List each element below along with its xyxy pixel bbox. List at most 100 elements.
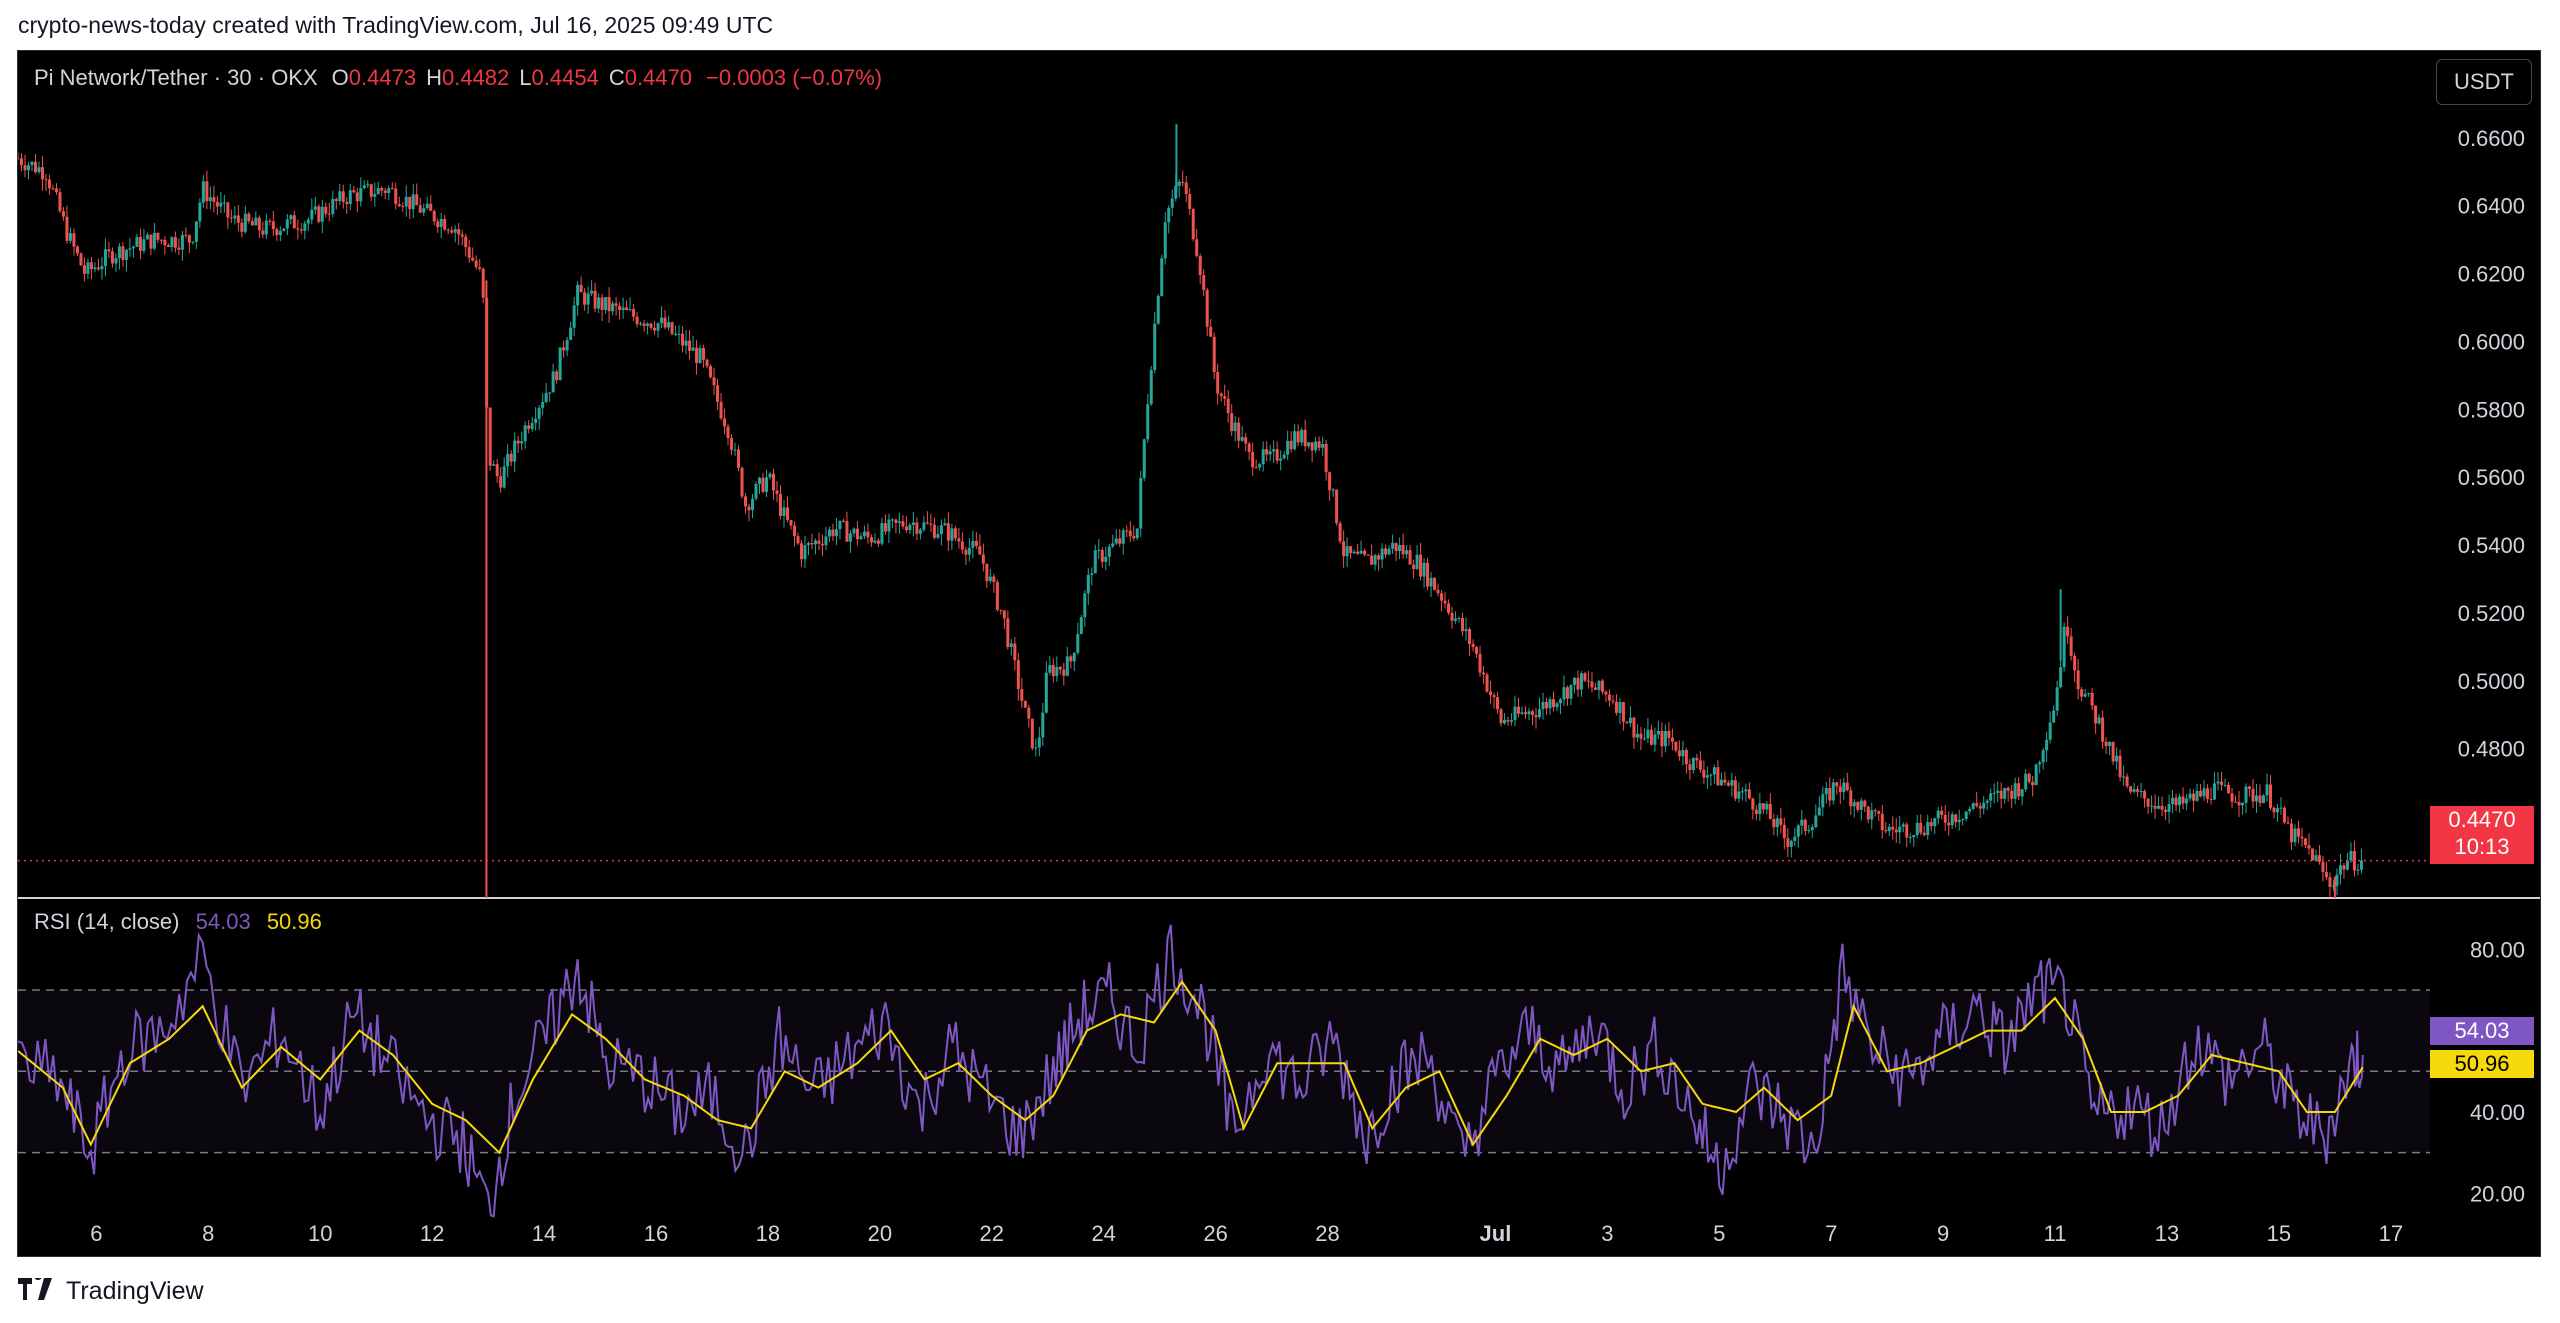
candle-body: [1695, 757, 1699, 761]
candle-body: [985, 563, 989, 582]
candle-body: [845, 520, 849, 542]
candle-body: [467, 247, 471, 258]
rsi-title[interactable]: RSI (14, close): [34, 909, 180, 934]
candle-body: [646, 323, 650, 326]
candle-body: [1737, 791, 1741, 799]
candle-body: [1328, 472, 1332, 491]
candle-body: [1943, 814, 1947, 823]
candle-body: [1954, 814, 1958, 823]
candle-body: [2048, 722, 2052, 740]
currency-unit-button[interactable]: USDT: [2436, 59, 2532, 105]
candle-body: [2265, 784, 2269, 796]
candle-body: [2192, 793, 2196, 801]
candle-body: [667, 322, 671, 328]
candle-body: [2237, 801, 2241, 806]
candle-body: [1027, 707, 1031, 719]
candle-body: [320, 206, 324, 222]
candle-body: [1828, 788, 1832, 801]
candle-body: [761, 477, 765, 492]
candle-body: [1520, 712, 1524, 714]
rsi-ma-value-tag: 50.96: [2430, 1050, 2534, 1078]
candle-body: [2003, 787, 2007, 799]
candle-body: [1705, 775, 1709, 778]
candle-body: [803, 545, 807, 560]
candle-body: [691, 347, 695, 351]
candle-body: [635, 316, 639, 325]
candle-body: [2153, 805, 2157, 809]
candle-body: [1471, 643, 1475, 648]
candle-body: [698, 347, 702, 364]
candle-body: [855, 528, 859, 540]
candle-body: [1576, 677, 1580, 690]
candle-body: [2174, 797, 2178, 806]
candle-body: [47, 179, 51, 189]
candle-body: [44, 179, 48, 181]
time-axis-label: 9: [1937, 1221, 1949, 1246]
candle-body: [1544, 702, 1548, 709]
candle-body: [1450, 612, 1454, 621]
candle-body: [1174, 185, 1178, 199]
candle-body: [1181, 181, 1185, 183]
candle-body: [187, 235, 191, 243]
candle-body: [1321, 443, 1325, 448]
candle-body: [2178, 796, 2182, 806]
rsi-value-tag: 54.03: [2430, 1017, 2534, 1045]
candle-body: [2248, 786, 2252, 789]
candle-body: [439, 218, 443, 227]
candle-body: [614, 303, 618, 306]
candle-body: [1009, 643, 1013, 648]
candle-body: [2307, 845, 2311, 849]
candle-body: [656, 323, 660, 331]
candle-body: [2101, 717, 2105, 742]
candle-body: [765, 477, 769, 492]
candle-body: [1698, 760, 1702, 770]
candle-body: [138, 236, 142, 251]
candle-body: [1209, 326, 1213, 337]
candle-body: [2279, 807, 2283, 809]
candle-body: [2132, 789, 2136, 792]
symbol-name[interactable]: Pi Network/Tether · 30 · OKX: [34, 65, 318, 90]
candle-body: [1240, 437, 1244, 441]
candle-body: [579, 284, 583, 293]
candle-body: [1195, 239, 1199, 257]
candle-body: [859, 536, 863, 540]
candle-body: [1751, 798, 1755, 810]
candle-body: [1905, 824, 1909, 838]
candle-body: [464, 236, 468, 248]
candle-body: [1013, 643, 1017, 661]
candle-body: [2276, 808, 2280, 813]
candle-body: [2300, 836, 2304, 839]
candle-body: [1079, 617, 1083, 635]
candle-body: [1163, 222, 1167, 259]
candle-body: [1002, 610, 1006, 619]
candle-body: [751, 498, 755, 511]
candle-body: [1373, 555, 1377, 565]
candle-body: [1205, 289, 1209, 327]
candle-body: [1726, 782, 1730, 786]
candle-body: [352, 190, 356, 193]
candle-body: [453, 229, 457, 233]
rsi-axis-label: 80.00: [2470, 937, 2525, 962]
candle-body: [1681, 750, 1685, 757]
candle-body: [1517, 706, 1521, 714]
candle-body: [201, 181, 205, 203]
candle-body: [1485, 674, 1489, 692]
candle-body: [355, 192, 359, 202]
candle-body: [789, 519, 793, 526]
candle-body: [1877, 811, 1881, 814]
candle-body: [296, 228, 300, 230]
candle-body: [2230, 793, 2234, 802]
candle-body: [754, 484, 758, 499]
candle-body: [499, 476, 503, 488]
candle-body: [688, 340, 692, 351]
chart-canvas[interactable]: 0.68000.66000.64000.62000.60000.58000.56…: [18, 51, 2540, 1256]
candle-body: [565, 339, 569, 351]
candle-body: [1247, 443, 1251, 452]
candle-body: [1310, 442, 1314, 451]
footer-brand[interactable]: TradingView: [18, 1272, 204, 1307]
chart-area[interactable]: 0.68000.66000.64000.62000.60000.58000.56…: [18, 51, 2540, 1256]
candle-body: [1436, 589, 1440, 594]
candle-body: [1044, 672, 1048, 713]
candle-body: [747, 506, 751, 511]
candle-body: [1352, 551, 1356, 554]
